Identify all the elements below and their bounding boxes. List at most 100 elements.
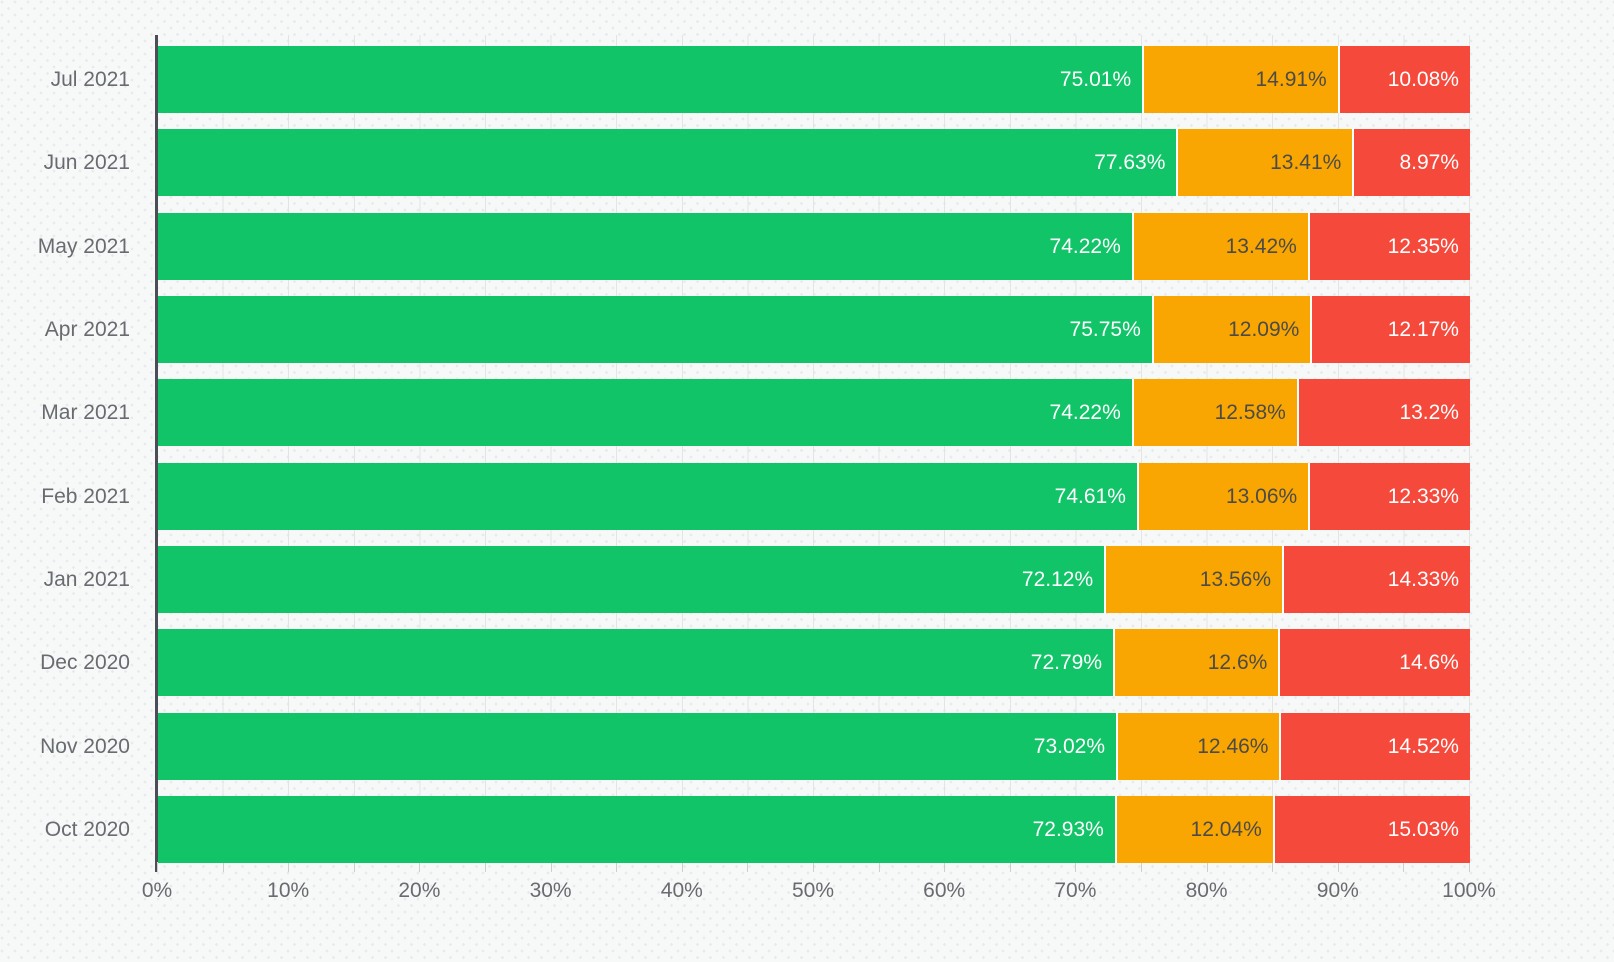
bar-value-label: 14.33% <box>1387 567 1459 591</box>
y-axis-label: Nov 2020 <box>40 734 130 758</box>
x-axis-tick <box>747 863 749 872</box>
bar-segment-orange-share[interactable]: 13.56% <box>1104 545 1283 613</box>
x-axis-tick <box>1009 863 1011 872</box>
bar-segment-orange-share[interactable]: 12.46% <box>1116 712 1280 780</box>
bar-segment-red-share[interactable]: 12.35% <box>1307 212 1470 280</box>
bar-segment-red-share[interactable]: 10.08% <box>1337 46 1470 113</box>
bar-segment-green-share[interactable]: 72.93% <box>158 795 1115 863</box>
bar-value-label: 74.61% <box>1054 484 1126 508</box>
y-axis-label: May 2021 <box>37 234 130 258</box>
x-axis-tick-label: 40% <box>660 879 703 902</box>
y-axis-label: Feb 2021 <box>41 484 130 508</box>
bar-row: 74.61% 13.06% 12.33% <box>158 462 1470 530</box>
bar-value-label: 12.33% <box>1387 484 1459 508</box>
x-axis-tick-label: 60% <box>923 879 966 902</box>
bar-row: 72.12% 13.56% 14.33% <box>158 545 1470 613</box>
bar-value-label: 72.79% <box>1030 651 1102 675</box>
x-axis-tick <box>419 863 421 872</box>
bar-row: 73.02% 12.46% 14.52% <box>158 712 1470 780</box>
y-axis-label: Apr 2021 <box>44 317 130 341</box>
bar-segment-red-share[interactable]: 12.33% <box>1308 462 1470 530</box>
x-axis-tick <box>944 863 946 872</box>
bar-value-label: 13.42% <box>1225 234 1297 258</box>
bar-value-label: 75.01% <box>1059 68 1132 91</box>
bar-segment-orange-share[interactable]: 13.41% <box>1176 129 1353 197</box>
bar-segment-red-share[interactable]: 8.97% <box>1352 129 1470 197</box>
bar-segment-orange-share[interactable]: 12.04% <box>1114 795 1273 863</box>
x-axis-tick <box>813 863 814 872</box>
bars-area: 75.01% 14.91% 10.08% 77.63% 13.41% 8.97% 74.22… <box>158 46 1470 863</box>
bar-value-label: 12.35% <box>1387 234 1459 258</box>
bar-value-label: 12.17% <box>1387 317 1459 341</box>
bar-segment-green-share[interactable]: 74.61% <box>158 462 1137 530</box>
x-axis-tick <box>1075 863 1077 872</box>
bar-value-label: 73.02% <box>1033 734 1106 758</box>
bar-segment-orange-share[interactable]: 12.6% <box>1113 629 1279 697</box>
bar-segment-green-share[interactable]: 72.79% <box>158 629 1113 697</box>
bar-value-label: 72.12% <box>1021 567 1094 591</box>
bar-segment-green-share[interactable]: 73.02% <box>158 712 1117 780</box>
bar-segment-orange-share[interactable]: 12.09% <box>1151 295 1311 363</box>
x-axis-tick <box>1337 863 1339 872</box>
bar-value-label: 77.63% <box>1094 151 1166 175</box>
x-axis-tick <box>1206 863 1208 872</box>
x-axis-tick <box>1141 863 1142 872</box>
x-axis-tick <box>353 863 355 872</box>
bar-segment-orange-share[interactable]: 12.58% <box>1131 379 1297 447</box>
bar-segment-red-share[interactable]: 14.6% <box>1278 629 1470 697</box>
bar-segment-green-share[interactable]: 74.22% <box>158 379 1132 447</box>
x-axis-tick <box>550 863 552 872</box>
x-axis-tick <box>616 863 618 872</box>
bar-value-label: 74.22% <box>1049 401 1121 425</box>
y-axis-label: Mar 2021 <box>41 401 130 425</box>
x-axis-tick <box>157 863 158 872</box>
bar-value-label: 12.04% <box>1190 817 1262 841</box>
x-axis-tick <box>1469 863 1470 872</box>
x-axis-tick-label: 30% <box>529 879 572 902</box>
y-axis-label: Jul 2021 <box>50 68 130 91</box>
bar-row: 74.22% 12.58% 13.2% <box>158 379 1470 447</box>
x-axis-tick-label: 90% <box>1316 879 1359 902</box>
x-axis-tick <box>485 863 486 872</box>
bar-segment-red-share[interactable]: 14.52% <box>1279 712 1470 780</box>
bar-segment-green-share[interactable]: 72.12% <box>158 545 1105 613</box>
bar-value-label: 13.41% <box>1270 151 1342 175</box>
y-axis-label: Jan 2021 <box>43 567 130 591</box>
bar-value-label: 14.91% <box>1255 68 1327 91</box>
bar-value-label: 13.06% <box>1225 484 1298 508</box>
bar-row: 72.93% 12.04% 15.03% <box>158 795 1470 863</box>
bar-value-label: 13.2% <box>1399 401 1459 425</box>
bar-value-label: 72.93% <box>1032 817 1104 841</box>
x-axis-tick <box>288 863 290 872</box>
x-axis-tick <box>1403 863 1405 872</box>
bar-value-label: 13.56% <box>1199 567 1272 591</box>
bar-value-label: 74.22% <box>1049 234 1121 258</box>
bar-value-label: 12.6% <box>1207 651 1268 675</box>
bar-value-label: 14.52% <box>1387 734 1459 758</box>
bar-segment-orange-share[interactable]: 13.06% <box>1136 462 1309 530</box>
y-axis-label: Dec 2020 <box>40 651 130 675</box>
bar-segment-red-share[interactable]: 14.33% <box>1282 545 1470 613</box>
x-axis-ticks <box>157 863 1470 872</box>
bar-segment-green-share[interactable]: 74.22% <box>158 212 1132 280</box>
bar-segment-red-share[interactable]: 15.03% <box>1272 795 1470 863</box>
x-axis-tick-label: 80% <box>1185 879 1228 902</box>
bar-segment-green-share[interactable]: 75.75% <box>158 295 1152 363</box>
x-axis-tick <box>878 863 880 872</box>
x-axis-tick <box>222 863 224 872</box>
bar-segment-green-share[interactable]: 75.01% <box>158 46 1143 113</box>
x-axis-tick-label: 50% <box>791 879 835 902</box>
bar-value-label: 14.6% <box>1399 651 1459 675</box>
x-axis-tick <box>681 863 683 872</box>
y-axis-label: Oct 2020 <box>44 817 130 841</box>
bar-segment-green-share[interactable]: 77.63% <box>158 129 1177 197</box>
x-axis-tick-label: 70% <box>1054 879 1097 902</box>
x-axis-tick-label: 10% <box>267 879 310 902</box>
bar-segment-orange-share[interactable]: 13.42% <box>1131 212 1308 280</box>
bar-segment-red-share[interactable]: 13.2% <box>1296 379 1470 447</box>
x-axis-tick-labels: 0% 10% 20% 30% 40% 50% 60% 70% 80% 90% 100% <box>142 879 1496 905</box>
bar-row: 75.01% 14.91% 10.08% <box>158 46 1470 113</box>
bar-segment-orange-share[interactable]: 14.91% <box>1142 46 1338 113</box>
bar-segment-red-share[interactable]: 12.17% <box>1310 295 1470 363</box>
